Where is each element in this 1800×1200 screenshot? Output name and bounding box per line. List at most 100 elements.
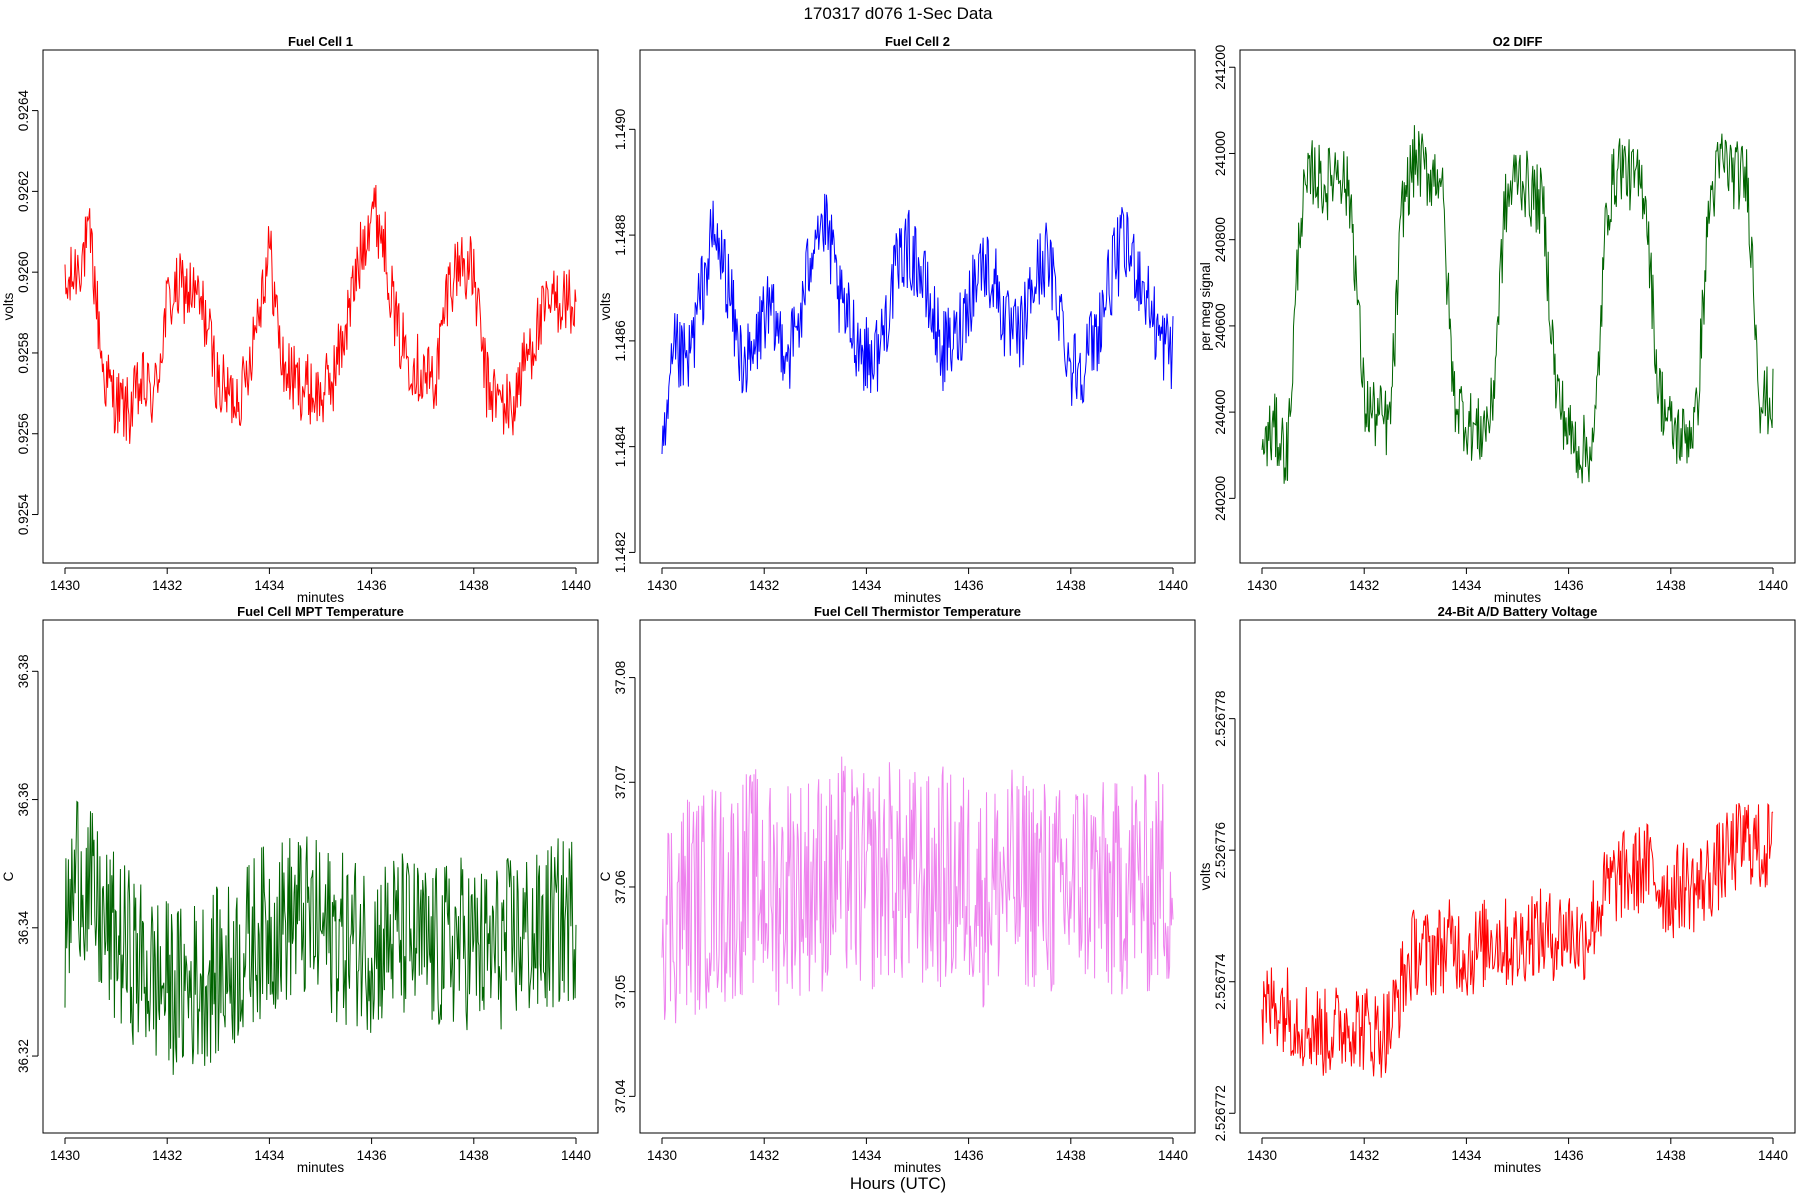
y-tick-label: 1.1482 [613,532,628,573]
plot-frame [42,49,599,564]
x-axis-label: minutes [1494,590,1542,605]
x-tick-label: 1438 [1056,1148,1086,1163]
panel-6: 24-Bit A/D Battery Voltage 1430 1432 1434 14… [1198,604,1796,1175]
plot-frame [1239,49,1796,564]
y-axis-label: per meg signal [1198,262,1213,351]
y-axis-label: volts [598,292,613,320]
x-tick-label: 1440 [561,1148,591,1163]
panel-title: Fuel Cell 1 [288,34,353,49]
panels: Fuel Cell 1 1430 1432 1434 1436 1438 1440 minut… [1,34,1796,1175]
panel-3: O2 DIFF 1430 1432 1434 1436 1438 1440 minutes 24… [1198,34,1796,605]
x-tick-label: 1438 [1656,578,1686,593]
y-tick-label: 240600 [1213,303,1228,348]
x-tick-label: 1430 [647,1148,677,1163]
y-tick-label: 2.526776 [1213,822,1228,878]
x-tick-label: 1436 [954,1148,984,1163]
y-tick-label: 1.1488 [613,214,628,255]
y-tick-label: 240800 [1213,217,1228,262]
x-tick-label: 1438 [1056,578,1086,593]
panel-title: O2 DIFF [1493,34,1543,49]
y-tick-label: 37.05 [613,975,628,1009]
series-line [64,184,577,444]
panel-2: Fuel Cell 2 1430 1432 1434 1436 1438 1440 minut… [598,34,1196,605]
x-tick-label: 1430 [647,578,677,593]
series-line [661,193,1174,455]
plot-frame [1239,619,1796,1134]
panel-1: Fuel Cell 1 1430 1432 1434 1436 1438 1440 minut… [1,34,599,605]
x-axis-label: minutes [1494,1160,1542,1175]
x-tick-label: 1430 [50,578,80,593]
y-tick-label: 0.9260 [16,252,31,293]
y-tick-label: 0.9254 [16,493,31,535]
x-axis-label: minutes [894,590,942,605]
panel-title: Fuel Cell 2 [885,34,950,49]
y-tick-label: 240400 [1213,390,1228,435]
panel-title: 24-Bit A/D Battery Voltage [1438,604,1598,619]
y-tick-label: 0.9262 [16,171,31,212]
y-tick-label: 241200 [1213,45,1228,90]
y-tick-label: 1.1484 [613,426,628,468]
plot-frame [639,49,1196,564]
y-tick-label: 240200 [1213,476,1228,521]
x-axis-label: minutes [894,1160,942,1175]
x-tick-label: 1440 [561,578,591,593]
x-tick-label: 1436 [357,1148,387,1163]
panel-4: Fuel Cell MPT Temperature 1430 1432 1434 143… [1,604,599,1175]
x-tick-label: 1434 [1451,1148,1482,1163]
x-tick-label: 1432 [1349,1148,1379,1163]
series-line [1261,125,1774,484]
footer-label: Hours (UTC) [850,1174,946,1193]
series-line [1261,802,1774,1078]
y-tick-label: 37.06 [613,870,628,904]
y-tick-label: 2.526774 [1213,953,1228,1010]
x-tick-label: 1434 [851,1148,882,1163]
x-tick-label: 1434 [254,1148,285,1163]
y-axis-label: C [598,871,613,881]
x-tick-label: 1430 [1247,578,1277,593]
x-tick-label: 1432 [749,578,779,593]
y-tick-label: 1.1486 [613,320,628,361]
y-tick-label: 37.08 [613,661,628,695]
x-tick-label: 1440 [1158,578,1188,593]
y-tick-label: 0.9258 [16,332,31,373]
y-tick-label: 36.38 [16,654,31,688]
series-line [64,800,577,1075]
y-tick-label: 36.36 [16,783,31,817]
x-tick-label: 1430 [1247,1148,1277,1163]
y-tick-label: 0.9264 [16,89,31,131]
panel-5: Fuel Cell Thermistor Temperature 1430 1432… [598,604,1196,1175]
panel-title: Fuel Cell MPT Temperature [237,604,404,619]
x-tick-label: 1432 [1349,578,1379,593]
y-tick-label: 1.1490 [613,109,628,150]
figure-title: 170317 d076 1-Sec Data [803,4,993,23]
y-tick-label: 37.04 [613,1079,628,1113]
y-axis-label: C [1,871,16,881]
x-tick-label: 1434 [1451,578,1482,593]
panel-title: Fuel Cell Thermistor Temperature [814,604,1021,619]
x-tick-label: 1440 [1158,1148,1188,1163]
series-line [661,756,1174,1024]
x-tick-label: 1440 [1758,578,1788,593]
x-tick-label: 1432 [749,1148,779,1163]
y-tick-label: 37.07 [613,765,628,799]
x-tick-label: 1436 [357,578,387,593]
y-tick-label: 241000 [1213,131,1228,176]
y-tick-label: 2.526772 [1213,1085,1228,1141]
x-tick-label: 1436 [1554,578,1584,593]
x-axis-label: minutes [297,590,345,605]
x-tick-label: 1436 [1554,1148,1584,1163]
y-tick-label: 36.32 [16,1039,31,1073]
y-tick-label: 0.9256 [16,413,31,454]
x-tick-label: 1434 [851,578,882,593]
x-tick-label: 1438 [1656,1148,1686,1163]
y-axis-label: volts [1198,862,1213,890]
x-tick-label: 1436 [954,578,984,593]
x-tick-label: 1432 [152,578,182,593]
x-tick-label: 1438 [459,578,489,593]
x-axis-label: minutes [297,1160,345,1175]
plot-frame [639,619,1196,1134]
y-tick-label: 2.526778 [1213,690,1228,746]
x-tick-label: 1438 [459,1148,489,1163]
y-axis-label: volts [1,292,16,320]
